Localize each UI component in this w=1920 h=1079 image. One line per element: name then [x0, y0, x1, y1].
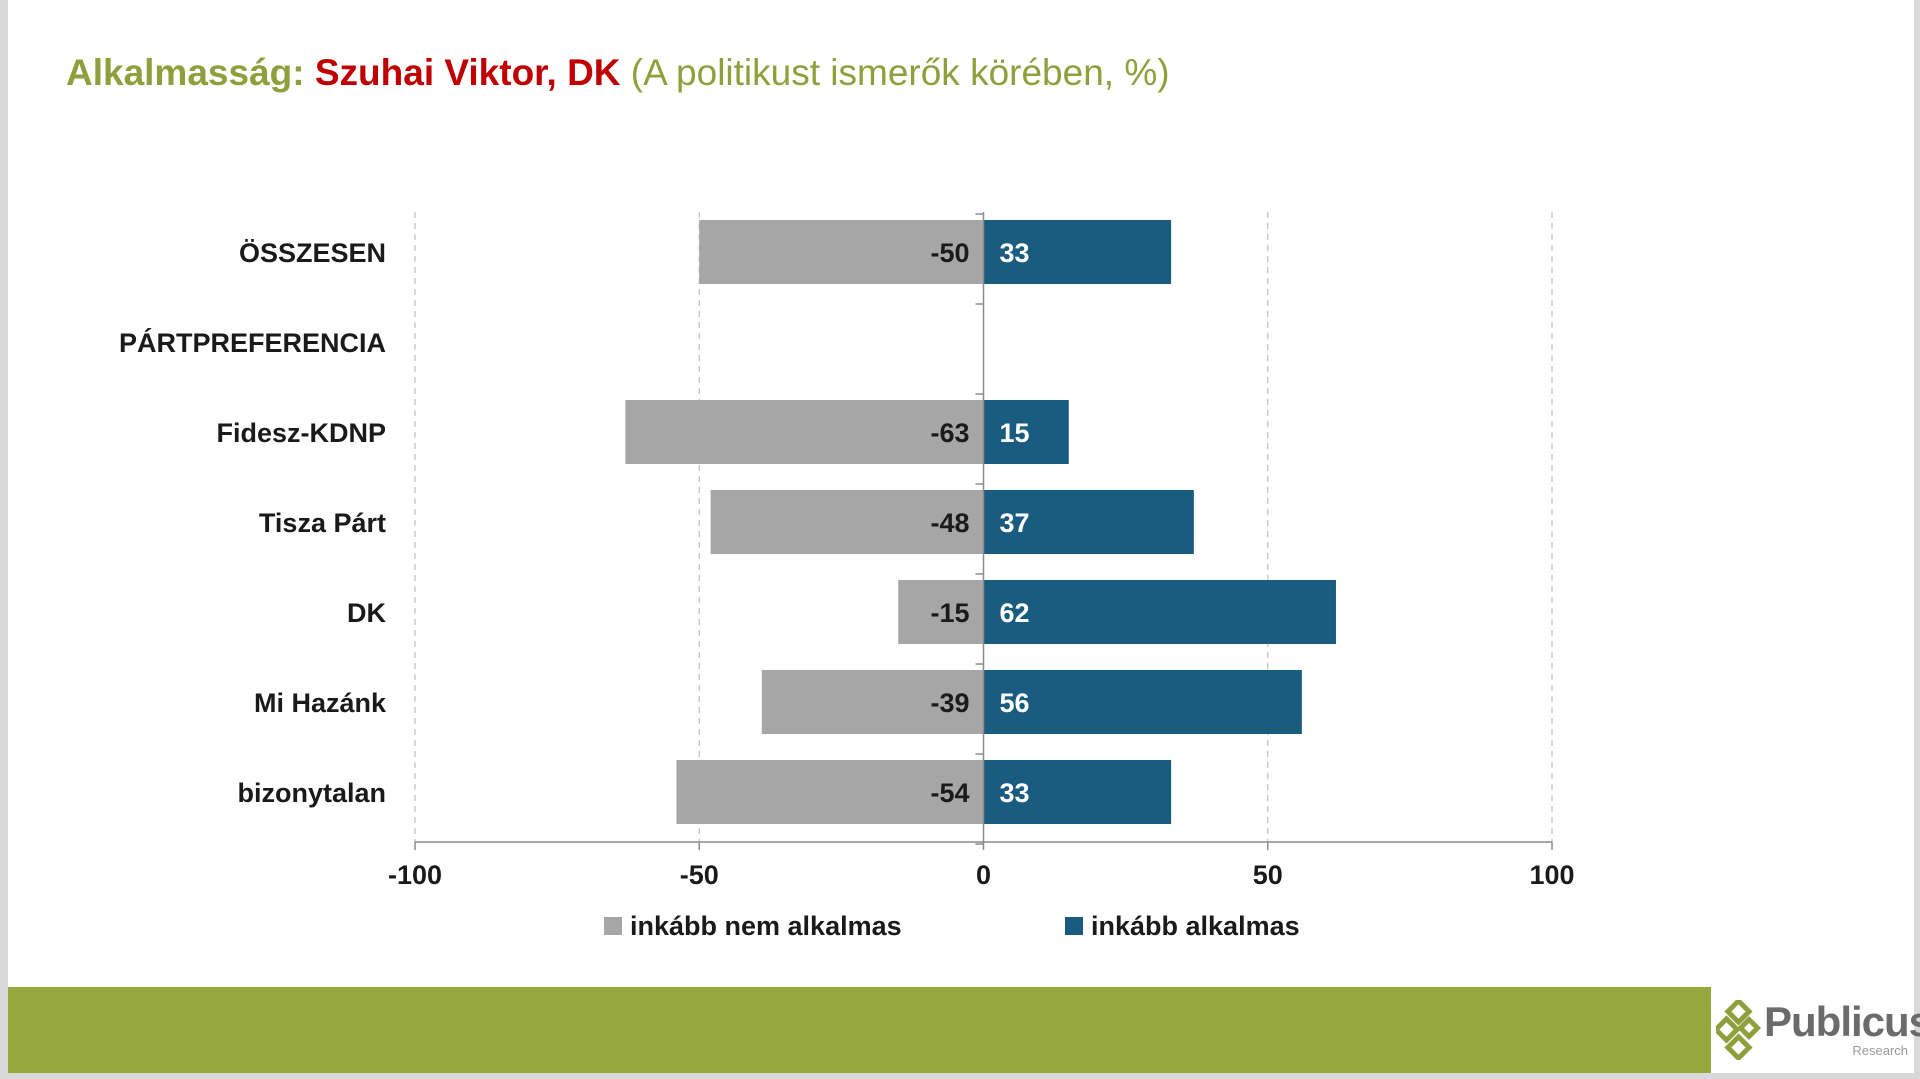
legend-swatch: [1065, 917, 1083, 935]
bar: [983, 220, 1172, 284]
data-label: -48: [930, 508, 969, 538]
category-label: Tisza Párt: [259, 508, 386, 538]
category-label: DK: [347, 598, 386, 628]
chart-title: Alkalmasság: Szuhai Viktor, DK (A politi…: [66, 52, 1170, 94]
data-label: 33: [1000, 238, 1030, 268]
frame-right: [1914, 0, 1920, 1079]
data-label: -54: [930, 778, 969, 808]
data-label: -63: [930, 418, 969, 448]
bar: [983, 580, 1336, 644]
publicus-logo: Publicus Research: [1712, 998, 1920, 1062]
data-label: -15: [930, 598, 969, 628]
logo-text: Publicus: [1764, 998, 1920, 1045]
logo-diamond-icon: [1716, 1000, 1762, 1060]
bar: [983, 400, 1069, 464]
x-tick-label: -100: [388, 860, 442, 890]
bar: [983, 760, 1172, 824]
diverging-bar-chart: ÖSSZESEN -50 33 PÁRTPREFERENCIA Fidesz-KDNP -…: [119, 212, 1575, 941]
data-label: 15: [1000, 418, 1030, 448]
bar: [710, 490, 984, 554]
x-tick-label: -50: [680, 860, 719, 890]
title-part-3: (A politikust ismerők körében, %): [620, 52, 1170, 93]
category-label: PÁRTPREFERENCIA: [119, 327, 386, 358]
frame-left: [0, 0, 8, 1079]
bar: [699, 220, 984, 284]
data-label: 37: [1000, 508, 1030, 538]
bar: [676, 760, 984, 824]
category-label: bizonytalan: [237, 778, 386, 808]
footer-bar: [8, 987, 1711, 1073]
bar: [983, 670, 1302, 734]
bar: [898, 580, 984, 644]
data-label: 33: [1000, 778, 1030, 808]
legend-label: inkább nem alkalmas: [630, 911, 902, 941]
bar: [625, 400, 984, 464]
bar: [761, 670, 984, 734]
legend-label: inkább alkalmas: [1091, 911, 1300, 941]
x-tick-label: 100: [1529, 860, 1574, 890]
x-tick-label: 50: [1253, 860, 1283, 890]
bar: [983, 490, 1194, 554]
category-label: ÖSSZESEN: [239, 238, 386, 268]
title-part-2: Szuhai Viktor, DK: [314, 52, 621, 93]
category-label: Mi Hazánk: [254, 688, 387, 718]
x-tick-label: 0: [976, 860, 991, 890]
frame-bottom: [0, 1073, 1920, 1079]
legend-swatch: [604, 917, 622, 935]
data-label: 62: [1000, 598, 1030, 628]
logo-subtext: Research: [1852, 1043, 1908, 1058]
data-label: -39: [930, 688, 969, 718]
title-part-1: Alkalmasság:: [66, 52, 315, 93]
category-label: Fidesz-KDNP: [216, 418, 386, 448]
data-label: 56: [1000, 688, 1030, 718]
data-label: -50: [930, 238, 969, 268]
